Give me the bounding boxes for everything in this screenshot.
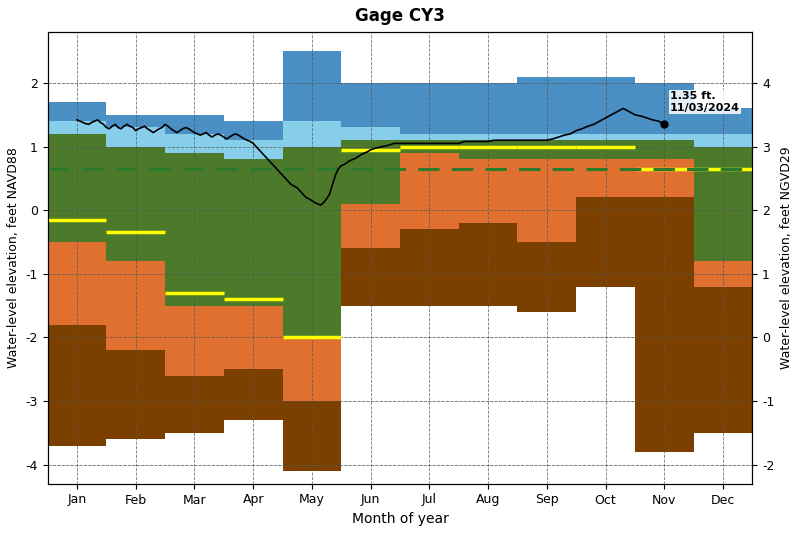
Bar [165, 305, 224, 376]
Bar [400, 83, 458, 134]
Bar [106, 147, 165, 261]
Bar [342, 127, 400, 140]
Bar [576, 77, 635, 134]
Bar [47, 121, 106, 134]
Bar [224, 121, 282, 140]
Bar [165, 376, 224, 433]
Bar [165, 153, 224, 305]
Bar [458, 83, 518, 134]
Bar [224, 159, 282, 305]
Bar [282, 337, 342, 401]
Bar [694, 287, 753, 433]
Bar [106, 350, 165, 439]
Bar [635, 197, 694, 452]
Bar [400, 134, 458, 140]
Bar [635, 83, 694, 134]
Bar [47, 325, 106, 446]
Bar [106, 127, 165, 147]
Title: Gage CY3: Gage CY3 [355, 7, 445, 25]
Bar [518, 134, 576, 140]
Bar [224, 369, 282, 420]
Bar [694, 147, 753, 261]
Bar [282, 147, 342, 337]
Bar [518, 242, 576, 312]
Text: 1.35 ft.
11/03/2024: 1.35 ft. 11/03/2024 [670, 91, 740, 113]
Bar [694, 134, 753, 147]
Bar [106, 115, 165, 127]
Bar [694, 108, 753, 134]
Bar [47, 242, 106, 325]
Bar [694, 261, 753, 287]
Bar [165, 134, 224, 153]
Bar [282, 121, 342, 147]
Bar [47, 102, 106, 121]
Y-axis label: Water-level elevation, feet NGVD29: Water-level elevation, feet NGVD29 [780, 147, 793, 369]
Bar [458, 223, 518, 305]
Y-axis label: Water-level elevation, feet NAVD88: Water-level elevation, feet NAVD88 [7, 148, 20, 368]
Bar [224, 140, 282, 159]
Bar [635, 159, 694, 197]
Bar [47, 134, 106, 242]
Bar [635, 134, 694, 140]
Bar [576, 159, 635, 197]
Bar [518, 77, 576, 134]
Bar [576, 134, 635, 140]
Bar [458, 140, 518, 159]
Bar [342, 140, 400, 204]
X-axis label: Month of year: Month of year [351, 512, 449, 526]
Bar [342, 248, 400, 305]
Bar [342, 204, 400, 248]
Bar [635, 140, 694, 159]
Bar [576, 197, 635, 287]
Bar [458, 159, 518, 223]
Bar [282, 51, 342, 121]
Bar [400, 153, 458, 229]
Bar [400, 140, 458, 153]
Bar [106, 261, 165, 350]
Bar [342, 83, 400, 127]
Bar [224, 305, 282, 369]
Bar [400, 229, 458, 305]
Bar [576, 140, 635, 159]
Bar [458, 134, 518, 140]
Bar [518, 159, 576, 242]
Bar [518, 140, 576, 159]
Bar [165, 115, 224, 134]
Bar [282, 401, 342, 471]
